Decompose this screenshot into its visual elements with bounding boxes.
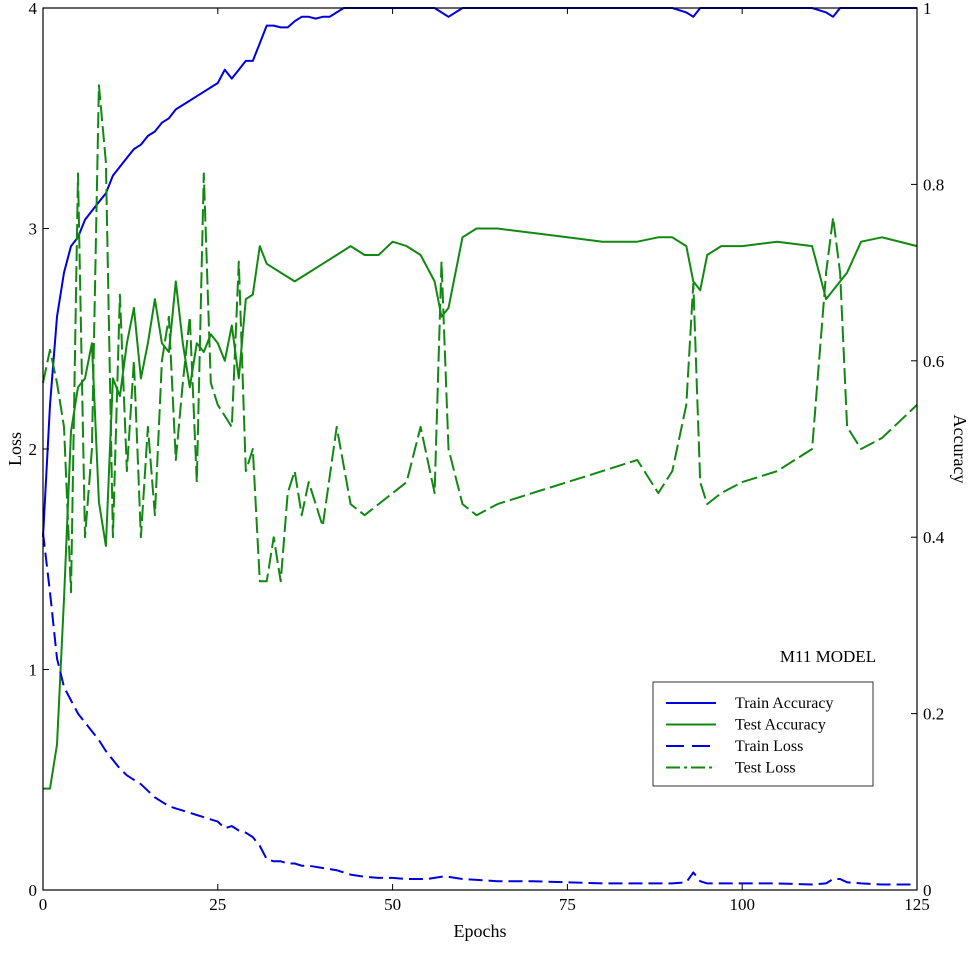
y-left-tick-label: 0: [29, 881, 38, 900]
y-right-axis-label: Accuracy: [950, 415, 970, 484]
x-tick-label: 75: [559, 895, 576, 914]
legend-label-train-accuracy: Train Accuracy: [735, 695, 834, 712]
x-tick-label: 0: [39, 895, 48, 914]
series-line-train-loss: [42, 532, 917, 886]
legend-label-test-accuracy: Test Accuracy: [735, 717, 826, 734]
legend-label-train-loss: Train Loss: [735, 738, 803, 755]
series-line-test-loss: [42, 84, 918, 594]
x-tick-label: 100: [729, 895, 755, 914]
y-right-tick-label: 0.6: [923, 352, 944, 371]
legend: Train Accuracy Test Accuracy Train Loss Tes…: [652, 681, 874, 787]
y-right-tick-label: 0.8: [923, 175, 944, 194]
y-left-axis-label: Loss: [5, 432, 25, 466]
y-right-tick-label: 1: [923, 0, 932, 18]
x-tick-label: 125: [904, 895, 930, 914]
x-axis-label: Epochs: [454, 921, 507, 941]
legend-box: [652, 681, 874, 787]
model-annotation: M11 MODEL: [780, 647, 876, 666]
y-left-tick-label: 3: [29, 220, 38, 239]
y-left-tick-label: 4: [29, 0, 38, 18]
x-tick-label: 50: [384, 895, 401, 914]
x-tick-label: 25: [209, 895, 226, 914]
series-layer: [42, 7, 918, 886]
y-right-tick-label: 0.4: [923, 528, 945, 547]
series-line-test-accuracy: [43, 227, 918, 790]
series-line-train-accuracy: [42, 7, 917, 538]
y-right-tick-label: 0: [923, 881, 932, 900]
y-left-tick-label: 1: [29, 661, 38, 680]
y-right-tick-label: 0.2: [923, 705, 944, 724]
y-left-tick-label: 2: [29, 440, 38, 459]
legend-label-test-loss: Test Loss: [735, 760, 796, 777]
